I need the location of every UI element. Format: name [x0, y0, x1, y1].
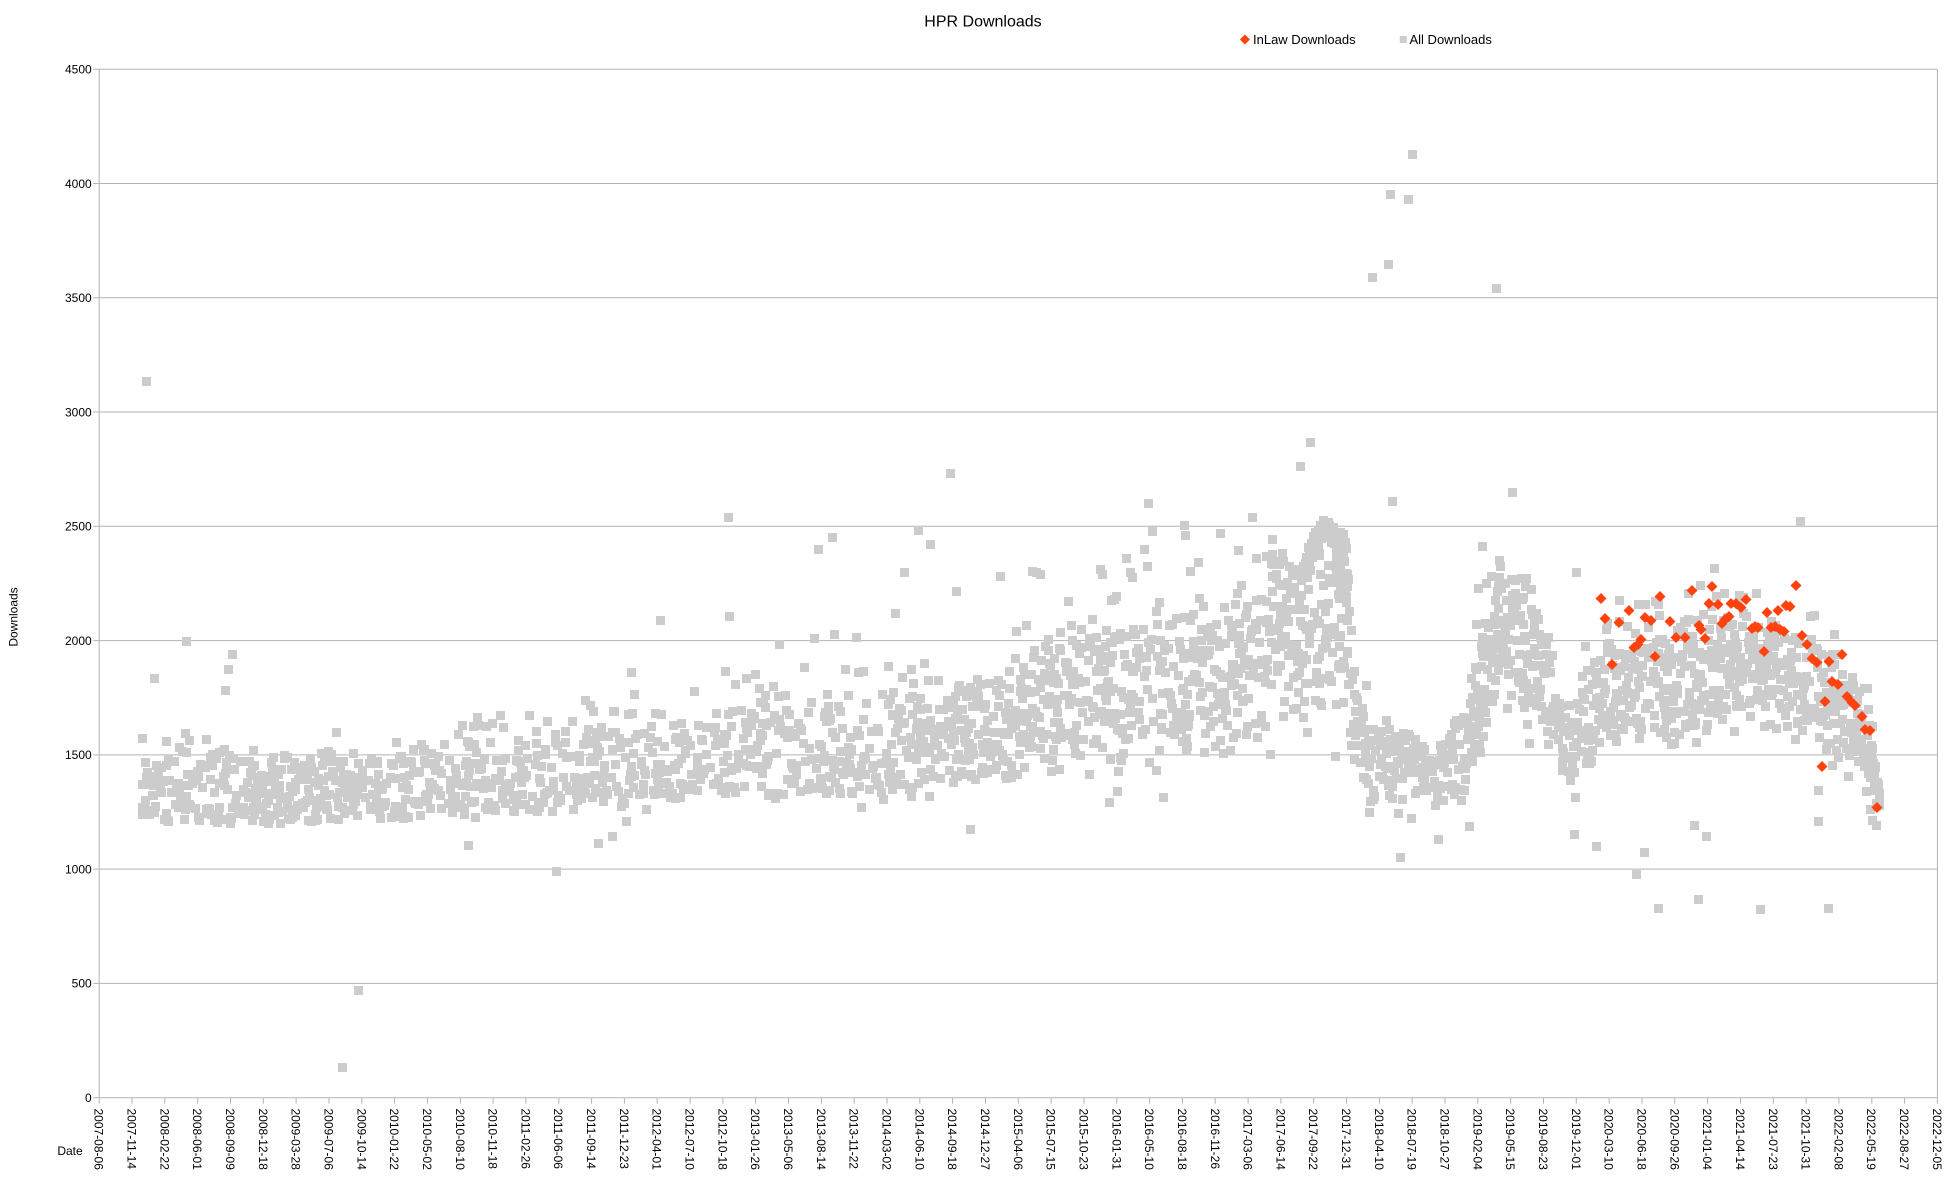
svg-text:2020-09-26: 2020-09-26	[1667, 1109, 1681, 1171]
svg-text:2018-04-10: 2018-04-10	[1372, 1109, 1386, 1171]
svg-text:2008-09-09: 2008-09-09	[223, 1109, 237, 1171]
svg-text:HPR Downloads: HPR Downloads	[924, 14, 1041, 31]
svg-text:2021-04-14: 2021-04-14	[1733, 1109, 1747, 1171]
svg-text:2013-11-22: 2013-11-22	[847, 1109, 861, 1170]
svg-text:2015-07-15: 2015-07-15	[1044, 1109, 1058, 1171]
svg-text:2000: 2000	[65, 634, 92, 648]
svg-text:2017-03-06: 2017-03-06	[1241, 1109, 1255, 1171]
svg-text:4500: 4500	[65, 63, 92, 77]
svg-text:2022-08-27: 2022-08-27	[1897, 1109, 1911, 1171]
svg-text:2022-05-19: 2022-05-19	[1864, 1109, 1878, 1171]
svg-text:2008-06-01: 2008-06-01	[190, 1109, 204, 1171]
svg-text:2013-01-26: 2013-01-26	[748, 1109, 762, 1171]
svg-text:2009-07-06: 2009-07-06	[322, 1109, 336, 1171]
svg-text:2500: 2500	[65, 520, 92, 534]
svg-text:2017-09-22: 2017-09-22	[1306, 1109, 1320, 1171]
svg-text:InLaw Downloads: InLaw Downloads	[1253, 32, 1356, 47]
svg-text:2015-10-23: 2015-10-23	[1077, 1109, 1091, 1171]
svg-text:2022-02-08: 2022-02-08	[1831, 1109, 1845, 1171]
svg-text:4000: 4000	[65, 177, 92, 191]
svg-text:2013-05-06: 2013-05-06	[781, 1109, 795, 1171]
svg-text:2011-06-06: 2011-06-06	[551, 1109, 565, 1170]
svg-text:2008-02-22: 2008-02-22	[157, 1109, 171, 1171]
svg-text:2010-05-02: 2010-05-02	[420, 1109, 434, 1171]
svg-text:2013-08-14: 2013-08-14	[814, 1109, 828, 1171]
svg-text:2022-12-05: 2022-12-05	[1930, 1109, 1944, 1171]
svg-text:Downloads: Downloads	[6, 587, 20, 646]
svg-text:2008-12-18: 2008-12-18	[256, 1109, 270, 1171]
svg-text:2016-01-31: 2016-01-31	[1109, 1109, 1123, 1171]
svg-text:2021-10-31: 2021-10-31	[1799, 1109, 1813, 1171]
svg-text:2010-01-22: 2010-01-22	[387, 1109, 401, 1171]
svg-text:2019-08-23: 2019-08-23	[1536, 1109, 1550, 1171]
svg-text:2020-03-10: 2020-03-10	[1602, 1109, 1616, 1171]
svg-text:2014-09-18: 2014-09-18	[945, 1109, 959, 1171]
svg-text:2007-11-14: 2007-11-14	[125, 1109, 139, 1170]
svg-text:0: 0	[85, 1091, 92, 1105]
svg-text:2021-01-04: 2021-01-04	[1700, 1109, 1714, 1171]
svg-text:2009-10-14: 2009-10-14	[354, 1109, 368, 1171]
svg-text:2018-07-19: 2018-07-19	[1405, 1109, 1419, 1171]
svg-text:Date: Date	[57, 1144, 83, 1158]
svg-text:2011-12-23: 2011-12-23	[617, 1109, 631, 1170]
svg-text:2012-10-18: 2012-10-18	[715, 1109, 729, 1171]
svg-text:2017-06-14: 2017-06-14	[1273, 1109, 1287, 1171]
svg-text:3500: 3500	[65, 291, 92, 305]
svg-text:1500: 1500	[65, 748, 92, 762]
svg-text:2009-03-28: 2009-03-28	[289, 1109, 303, 1171]
svg-text:2011-09-14: 2011-09-14	[584, 1109, 598, 1170]
svg-text:2010-11-18: 2010-11-18	[486, 1109, 500, 1170]
svg-text:2007-08-06: 2007-08-06	[92, 1109, 106, 1171]
svg-text:500: 500	[72, 977, 92, 991]
svg-text:2014-03-02: 2014-03-02	[880, 1109, 894, 1171]
svg-text:2021-07-23: 2021-07-23	[1766, 1109, 1780, 1171]
svg-text:2011-02-26: 2011-02-26	[518, 1109, 532, 1170]
svg-text:2018-10-27: 2018-10-27	[1438, 1109, 1452, 1171]
svg-text:2010-08-10: 2010-08-10	[453, 1109, 467, 1171]
svg-text:2012-04-01: 2012-04-01	[650, 1109, 664, 1171]
svg-text:2019-05-15: 2019-05-15	[1503, 1109, 1517, 1171]
svg-text:All Downloads: All Downloads	[1410, 32, 1493, 47]
svg-text:2012-07-10: 2012-07-10	[683, 1109, 697, 1171]
svg-text:2016-11-26: 2016-11-26	[1208, 1109, 1222, 1170]
svg-text:2019-12-01: 2019-12-01	[1569, 1109, 1583, 1171]
svg-text:1000: 1000	[65, 862, 92, 876]
svg-text:3000: 3000	[65, 405, 92, 419]
svg-text:2017-12-31: 2017-12-31	[1339, 1109, 1353, 1171]
svg-text:2014-12-27: 2014-12-27	[978, 1109, 992, 1171]
svg-text:2016-08-18: 2016-08-18	[1175, 1109, 1189, 1171]
svg-text:2019-02-04: 2019-02-04	[1470, 1109, 1484, 1171]
svg-text:2014-06-10: 2014-06-10	[912, 1109, 926, 1171]
svg-text:2020-06-18: 2020-06-18	[1635, 1109, 1649, 1171]
svg-text:2015-04-06: 2015-04-06	[1011, 1109, 1025, 1171]
svg-text:2016-05-10: 2016-05-10	[1142, 1109, 1156, 1171]
